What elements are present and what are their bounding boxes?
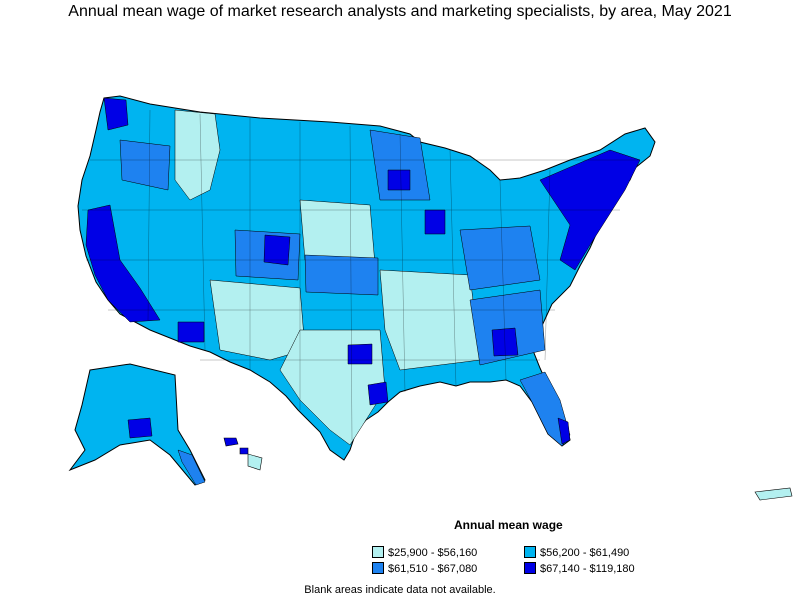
legend-item-3: $61,510 - $67,080 (372, 562, 477, 575)
hawaii-maui (239, 447, 249, 455)
legend-swatch-3 (372, 562, 384, 574)
legend-item-1: $25,900 - $56,160 (372, 546, 477, 559)
data-availability-note: Blank areas indicate data not available. (304, 584, 496, 596)
legend-label-3: $61,510 - $67,080 (388, 563, 478, 575)
area-borders (82, 109, 640, 441)
legend-item-2: $56,200 - $61,490 (524, 546, 629, 559)
region-minneapolis (387, 169, 411, 191)
region-great-lakes (369, 129, 431, 201)
legend-item-4: $67,140 - $119,180 (524, 562, 635, 575)
puerto-rico-outline (754, 487, 793, 501)
legend-title: Annual mean wage (454, 518, 563, 532)
legend-label-2: $56,200 - $61,490 (540, 547, 630, 559)
region-northern-plains (174, 109, 221, 201)
region-chicago (424, 209, 446, 235)
map-title: Annual mean wage of market research anal… (68, 3, 732, 20)
region-ohio-valley (459, 225, 541, 291)
region-oregon-east (119, 139, 171, 191)
legend-label-4: $67,140 - $119,180 (540, 563, 635, 575)
region-southeast (469, 289, 546, 366)
region-kansas (304, 254, 379, 296)
region-dallas (347, 343, 373, 365)
legend-label-1: $25,900 - $56,160 (388, 547, 478, 559)
region-miami (557, 417, 571, 445)
hawaii-oahu (223, 437, 239, 447)
region-denver (263, 234, 291, 266)
alaska-southeast (177, 449, 206, 486)
hawaii-big-island (247, 453, 263, 471)
puerto-rico (754, 487, 793, 501)
us-wage-map (68, 95, 793, 501)
legend-swatch-4 (524, 562, 536, 574)
region-phoenix (177, 321, 205, 343)
alaska (68, 363, 206, 486)
legend-swatch-1 (372, 546, 384, 558)
region-houston (367, 381, 389, 406)
hawaii (223, 437, 263, 471)
region-seattle (103, 97, 129, 131)
conterminous-us (77, 95, 656, 461)
legend-swatch-2 (524, 546, 536, 558)
region-midsouth (379, 269, 481, 371)
alaska-anchorage (127, 417, 153, 439)
